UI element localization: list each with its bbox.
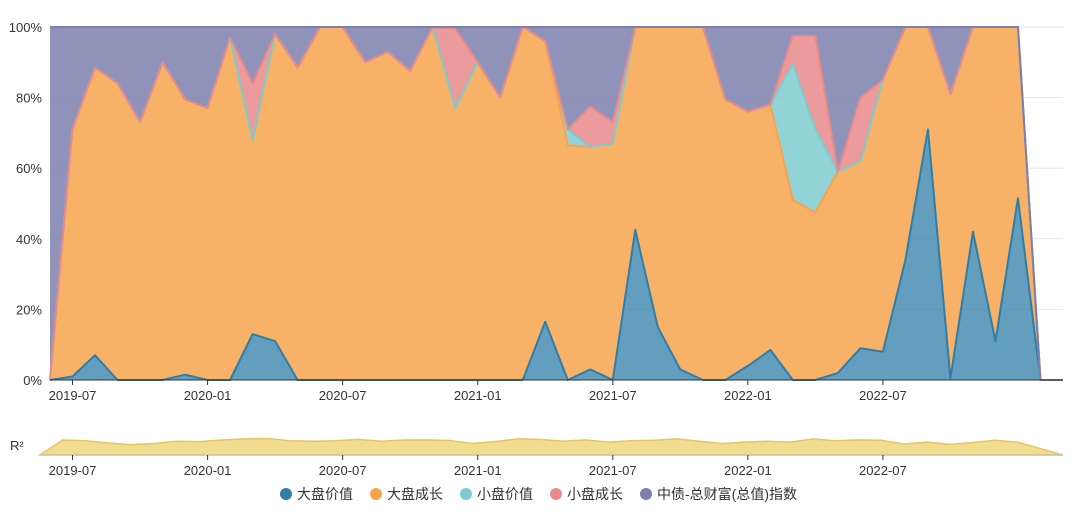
r2-area (37, 437, 1064, 456)
r2-label: R² (10, 438, 24, 453)
area-layer (50, 27, 1063, 380)
x-tick-label: 2020-01 (184, 388, 232, 403)
area-series-0[interactable] (50, 129, 1063, 380)
legend-layer: 大盘价值 大盘成长 小盘价值 小盘成长 中债-总财富(总值)指数 (280, 486, 797, 502)
x-tick-label: 2020-07 (319, 388, 367, 403)
legend-label: 大盘价值 (297, 486, 353, 502)
x-tick-label: 2022-07 (859, 388, 907, 403)
legend-label: 大盘成长 (387, 486, 443, 502)
legend-label: 中债-总财富(总值)指数 (657, 486, 797, 502)
legend-item-3[interactable]: 小盘成长 (550, 486, 623, 502)
legend-swatch (460, 488, 472, 500)
legend-swatch (640, 488, 652, 500)
line-series-4 (50, 26, 1063, 381)
legend-swatch (550, 488, 562, 500)
legend-item-1[interactable]: 大盘成长 (370, 486, 443, 502)
y-tick-label: 20% (16, 302, 42, 317)
y-tick-label: 80% (16, 91, 42, 106)
x-tick-label: 2019-07 (49, 388, 97, 403)
r2-x-tick-label: 2021-01 (454, 463, 502, 478)
y-tick-label: 40% (16, 232, 42, 247)
legend-swatch (370, 488, 382, 500)
legend-label: 小盘价值 (477, 486, 533, 502)
area-series-1[interactable] (50, 27, 1063, 380)
r2-x-tick-label: 2019-07 (49, 463, 97, 478)
r2-layer: R² 2019-07 2020-01 2020-07 2021-01 2021-07 202… (10, 437, 1064, 478)
legend-label: 小盘成长 (567, 486, 623, 502)
y-tick-label: 0% (23, 373, 42, 388)
x-tick-label: 2022-01 (724, 388, 772, 403)
legend-item-2[interactable]: 小盘价值 (460, 486, 533, 502)
r2-x-tick-label: 2020-01 (184, 463, 232, 478)
r2-x-tick-label: 2020-07 (319, 463, 367, 478)
legend-item-0[interactable]: 大盘价值 (280, 486, 353, 502)
r2-x-tick-label: 2022-07 (859, 463, 907, 478)
r2-x-tick-label: 2022-01 (724, 463, 772, 478)
legend-item-4[interactable]: 中债-总财富(总值)指数 (640, 486, 797, 502)
y-tick-label: 60% (16, 161, 42, 176)
x-tick-label: 2021-01 (454, 388, 502, 403)
legend-swatch (280, 488, 292, 500)
area-series-4[interactable] (50, 27, 1063, 380)
r2-x-tick-label: 2021-07 (589, 463, 637, 478)
x-tick-label: 2021-07 (589, 388, 637, 403)
line-series-3 (49, 26, 1063, 381)
axis-layer: 100% 80% 60% 40% 20% 0% 2019-07 2020-01 2020-07 2… (9, 20, 1063, 403)
y-tick-label: 100% (9, 20, 43, 35)
